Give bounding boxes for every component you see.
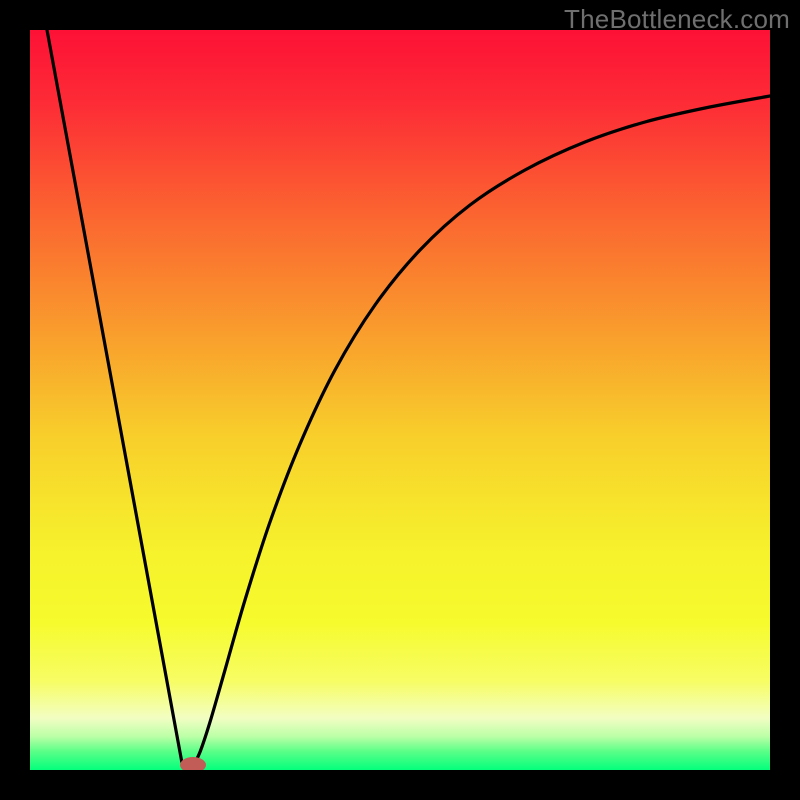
watermark-text: TheBottleneck.com — [564, 4, 790, 35]
chart-container: TheBottleneck.com — [0, 0, 800, 800]
plot-area — [30, 30, 770, 770]
bottleneck-curve-chart — [0, 0, 800, 800]
